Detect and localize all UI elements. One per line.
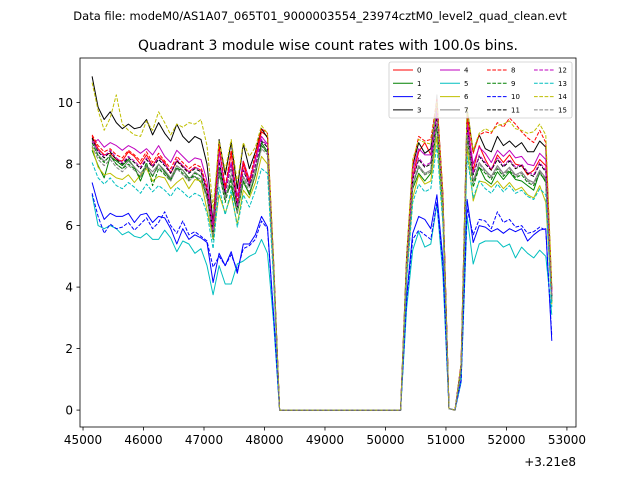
x-tick-label: 51000: [427, 433, 465, 447]
x-tick-label: 47000: [185, 433, 223, 447]
legend-label-3: 3: [417, 106, 421, 114]
figure-suptitle: Data file: modeM0/AS1A07_065T01_90000035…: [73, 9, 567, 23]
legend-label-4: 4: [464, 67, 469, 75]
y-axis: 0 2 4 6 8 10: [58, 96, 80, 418]
series-layer: [91, 76, 553, 411]
x-axis: 45000 46000 47000 48000 49000 50000 51000 52000…: [64, 427, 586, 447]
legend-label-14: 14: [558, 93, 567, 101]
x-tick-label: 46000: [124, 433, 162, 447]
legend-label-1: 1: [417, 80, 421, 88]
legend-label-7: 7: [464, 106, 468, 114]
legend-label-6: 6: [464, 93, 469, 101]
legend-label-5: 5: [464, 80, 468, 88]
chart-title: Quadrant 3 module wise count rates with …: [138, 38, 518, 54]
legend-label-11: 11: [511, 106, 520, 114]
legend-label-10: 10: [511, 93, 520, 101]
legend-label-2: 2: [417, 93, 421, 101]
y-tick-label: 2: [65, 342, 73, 356]
legend-label-12: 12: [558, 67, 567, 75]
legend-label-13: 13: [558, 80, 567, 88]
y-tick-label: 8: [65, 158, 73, 172]
x-tick-label: 53000: [548, 433, 586, 447]
plot-frame: [79, 57, 577, 428]
x-tick-label: 48000: [245, 433, 283, 447]
legend-label-0: 0: [417, 67, 421, 75]
y-tick-label: 0: [65, 404, 73, 418]
plot-area: [80, 58, 576, 427]
legend-label-8: 8: [511, 67, 515, 75]
y-tick-label: 4: [65, 281, 73, 295]
x-offset-label: +3.21e8: [524, 455, 576, 469]
x-tick-label: 52000: [487, 433, 525, 447]
series-15-line: [91, 122, 553, 411]
legend-label-15: 15: [558, 106, 567, 114]
y-tick-label: 6: [65, 219, 73, 233]
x-tick-label: 49000: [306, 433, 344, 447]
legend-label-9: 9: [511, 80, 515, 88]
y-tick-label: 10: [58, 96, 73, 110]
legend-box: [388, 61, 573, 119]
x-tick-label: 50000: [366, 433, 404, 447]
x-tick-label: 45000: [64, 433, 102, 447]
